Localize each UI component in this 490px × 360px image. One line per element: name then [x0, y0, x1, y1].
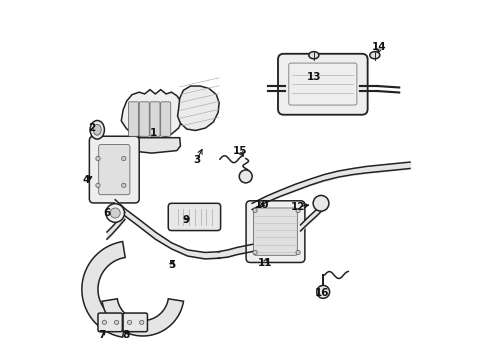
- Circle shape: [110, 208, 120, 218]
- Circle shape: [115, 320, 119, 324]
- Ellipse shape: [90, 121, 104, 139]
- Circle shape: [317, 285, 330, 298]
- Text: 8: 8: [122, 330, 129, 340]
- FancyBboxPatch shape: [150, 102, 160, 136]
- Circle shape: [296, 250, 300, 255]
- FancyBboxPatch shape: [128, 102, 139, 136]
- Circle shape: [96, 156, 100, 161]
- Text: 12: 12: [291, 202, 305, 212]
- Text: 11: 11: [257, 258, 272, 268]
- Polygon shape: [122, 90, 183, 139]
- FancyBboxPatch shape: [254, 208, 297, 255]
- Text: 7: 7: [98, 330, 105, 340]
- FancyBboxPatch shape: [161, 102, 171, 136]
- FancyBboxPatch shape: [98, 313, 122, 332]
- Circle shape: [313, 195, 329, 211]
- Polygon shape: [102, 299, 184, 336]
- Text: 4: 4: [83, 175, 90, 185]
- FancyBboxPatch shape: [246, 201, 305, 262]
- Text: 13: 13: [307, 72, 321, 82]
- Text: 9: 9: [182, 215, 190, 225]
- Text: 10: 10: [255, 200, 270, 210]
- Circle shape: [296, 208, 300, 213]
- Circle shape: [122, 156, 126, 161]
- Ellipse shape: [93, 125, 101, 135]
- FancyBboxPatch shape: [89, 136, 139, 203]
- Text: 1: 1: [150, 129, 157, 138]
- FancyBboxPatch shape: [98, 144, 130, 195]
- FancyBboxPatch shape: [168, 203, 220, 230]
- FancyBboxPatch shape: [139, 102, 149, 136]
- Circle shape: [239, 170, 252, 183]
- Circle shape: [127, 320, 132, 324]
- Text: 6: 6: [103, 208, 111, 218]
- Polygon shape: [82, 242, 125, 337]
- Ellipse shape: [309, 51, 319, 59]
- Circle shape: [96, 183, 100, 188]
- Text: 16: 16: [315, 288, 329, 298]
- Circle shape: [140, 320, 144, 324]
- Polygon shape: [177, 86, 219, 131]
- FancyBboxPatch shape: [123, 313, 147, 332]
- Text: 2: 2: [88, 123, 95, 133]
- Text: 15: 15: [232, 145, 247, 156]
- Circle shape: [106, 204, 124, 222]
- Text: 5: 5: [168, 260, 175, 270]
- FancyBboxPatch shape: [278, 54, 368, 115]
- Circle shape: [253, 208, 257, 213]
- Circle shape: [102, 320, 107, 324]
- Text: 3: 3: [193, 155, 200, 165]
- Circle shape: [122, 183, 126, 188]
- Text: 14: 14: [372, 42, 387, 51]
- Circle shape: [253, 250, 257, 255]
- Polygon shape: [125, 138, 180, 153]
- Ellipse shape: [370, 51, 380, 59]
